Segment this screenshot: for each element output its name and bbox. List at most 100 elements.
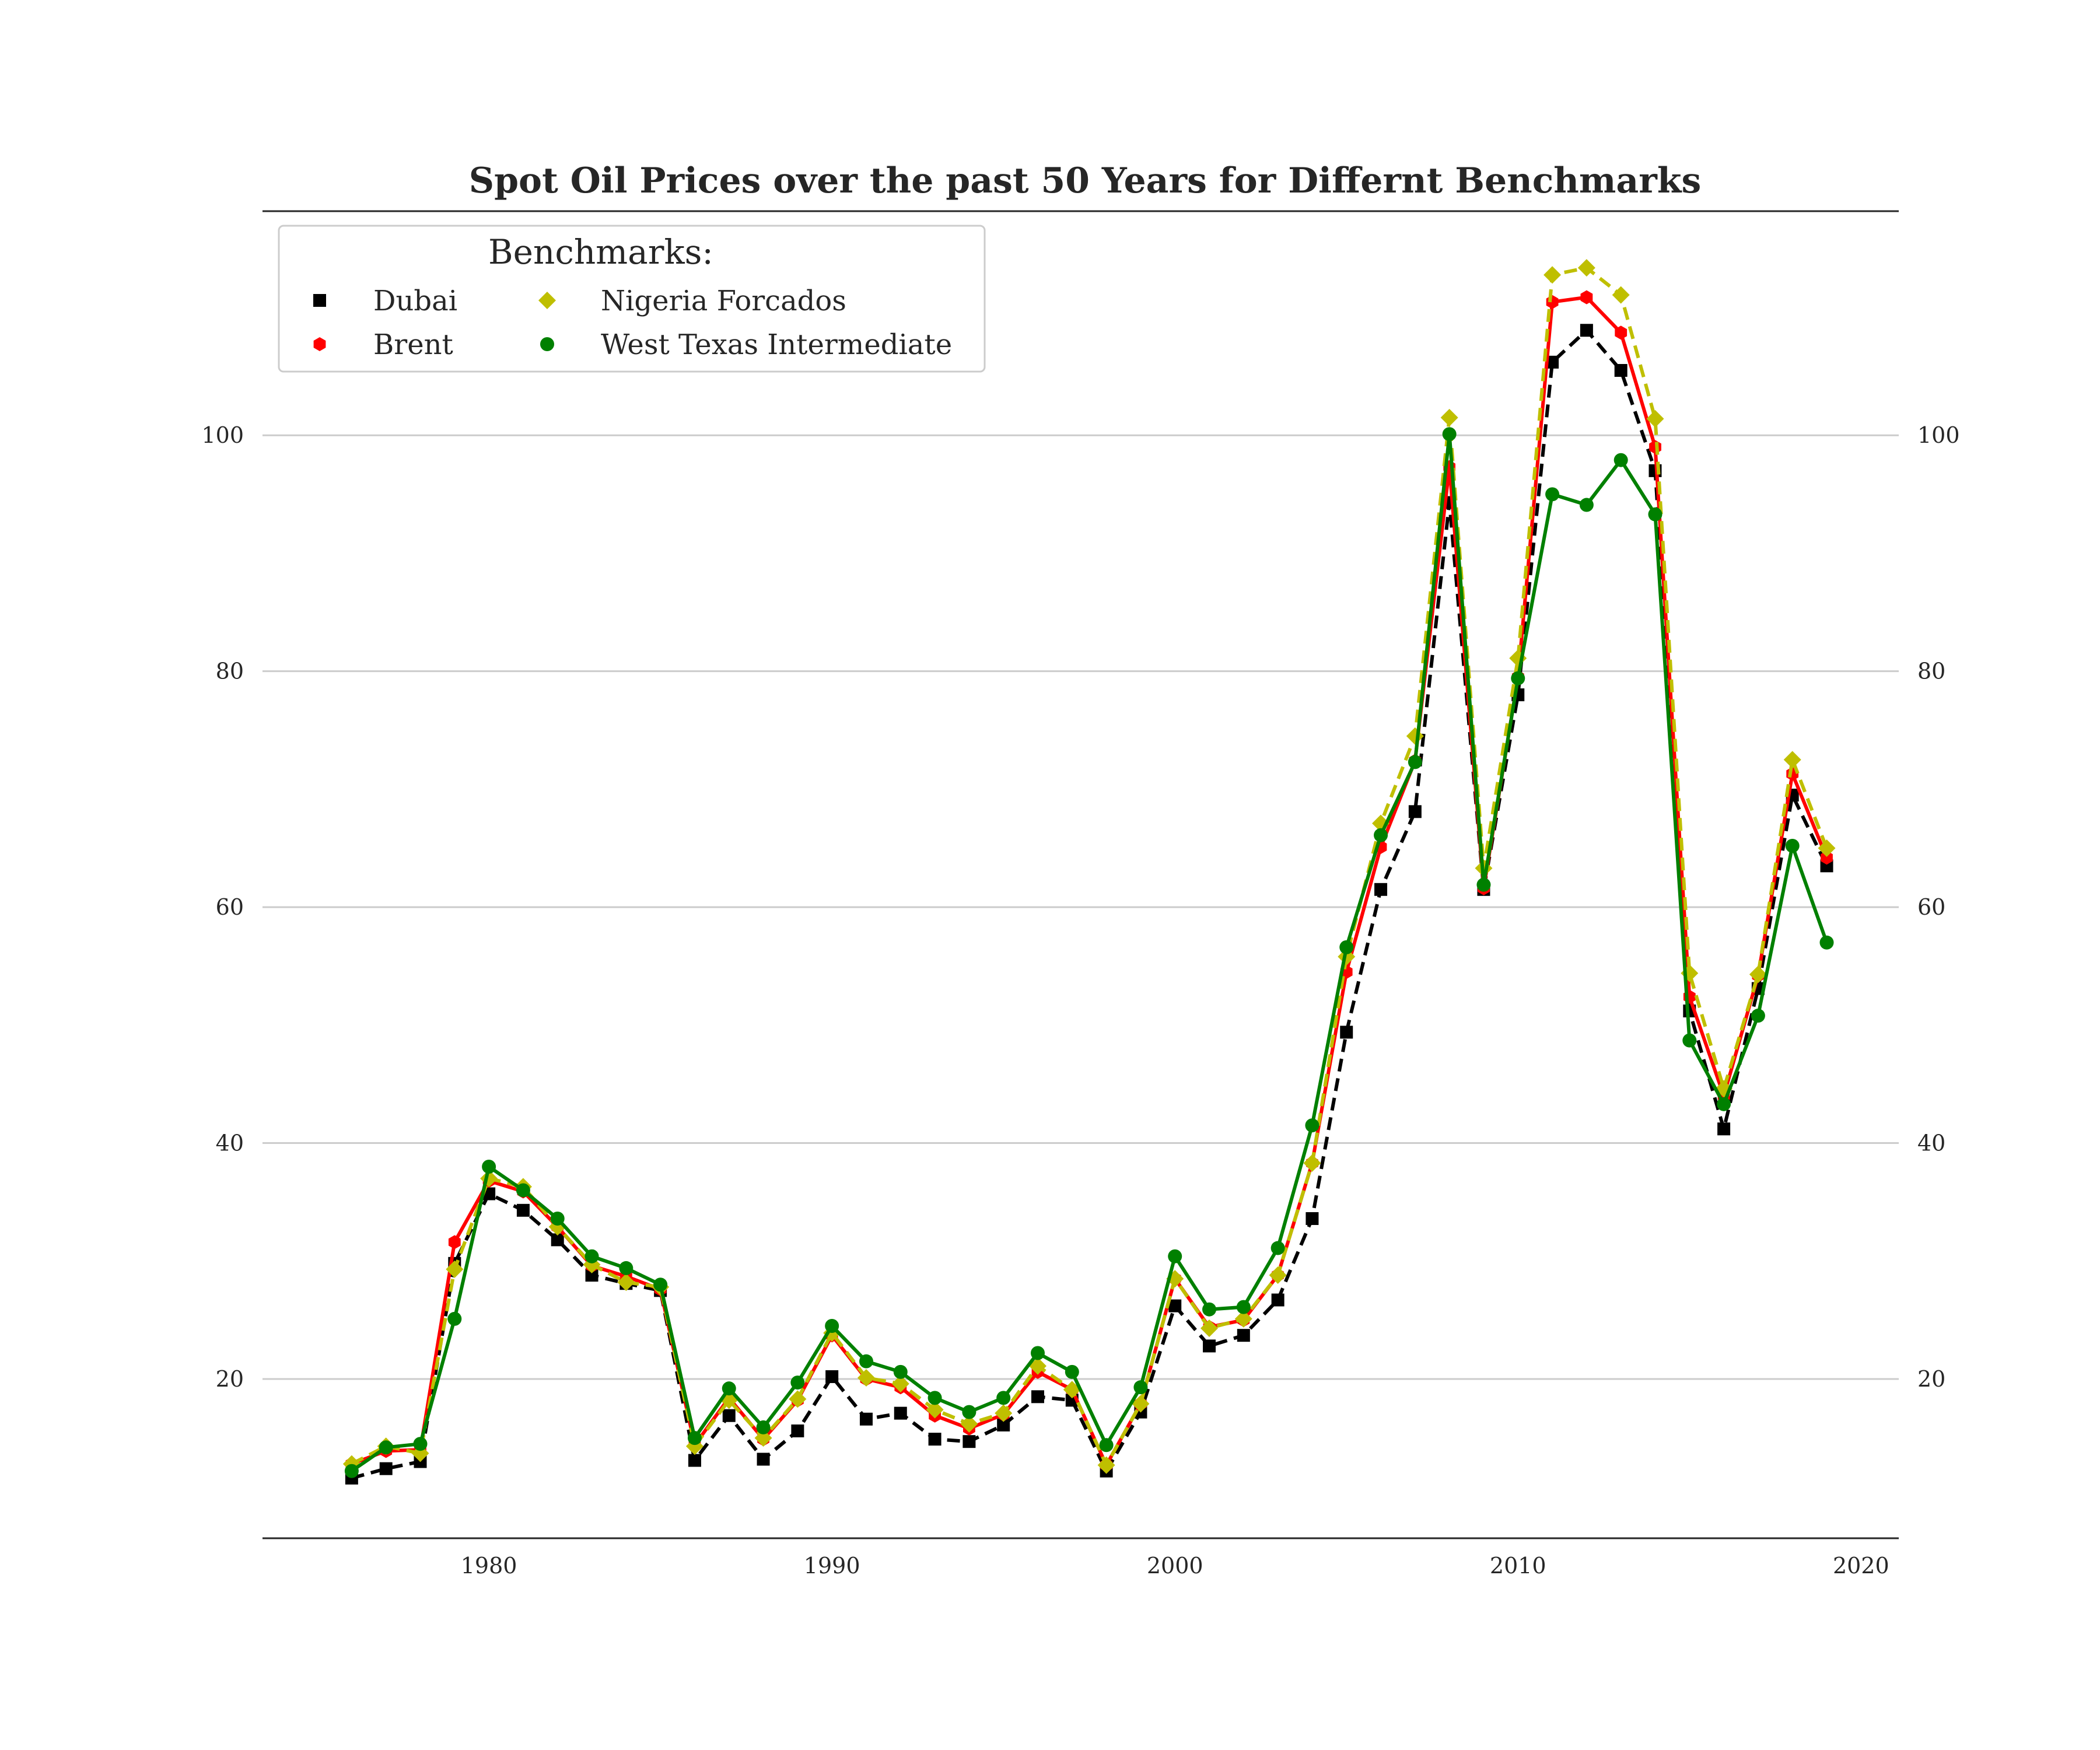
data-point-west-texas-intermediate <box>1339 940 1354 954</box>
data-point-nigeria-forcados <box>1612 286 1630 304</box>
data-point-nigeria-forcados <box>789 1390 807 1408</box>
series-line-nigeria-forcados <box>351 266 1829 1467</box>
data-point-west-texas-intermediate <box>1545 487 1560 502</box>
data-point-brent <box>448 1235 461 1250</box>
y-tick-label: 80 <box>216 659 244 684</box>
data-point-west-texas-intermediate <box>550 1211 565 1226</box>
data-point-west-texas-intermediate <box>482 1160 496 1174</box>
data-point-west-texas-intermediate <box>1030 1346 1045 1360</box>
series-nigeria-forcados <box>342 259 1836 1474</box>
data-point-brent <box>1615 326 1628 340</box>
legend-marker-west-texas-intermediate <box>540 337 554 351</box>
data-point-west-texas-intermediate <box>1717 1097 1731 1111</box>
data-point-west-texas-intermediate <box>1202 1302 1217 1317</box>
x-tick-labels: 1980 1990 2000 2010 2020 <box>461 1553 1889 1578</box>
data-point-dubai <box>825 1370 839 1383</box>
legend-title: Benchmarks: <box>488 232 713 272</box>
data-point-west-texas-intermediate <box>379 1440 393 1455</box>
data-point-west-texas-intermediate <box>1065 1364 1079 1379</box>
data-point-west-texas-intermediate <box>584 1249 599 1264</box>
data-point-west-texas-intermediate <box>825 1319 839 1333</box>
data-point-nigeria-forcados <box>1440 408 1458 426</box>
legend: Benchmarks: Dubai Nigeria Forcados Brent We… <box>278 225 986 373</box>
data-point-west-texas-intermediate <box>1374 828 1388 842</box>
data-point-dubai <box>1271 1293 1284 1307</box>
data-point-dubai <box>1203 1339 1216 1353</box>
data-point-west-texas-intermediate <box>962 1405 977 1419</box>
data-point-west-texas-intermediate <box>1442 427 1457 442</box>
series-dubai <box>345 324 1833 1485</box>
data-point-dubai <box>859 1412 873 1426</box>
data-point-west-texas-intermediate <box>790 1376 805 1390</box>
y-tick-label-right: 40 <box>1917 1130 1945 1156</box>
data-point-nigeria-forcados <box>891 1375 909 1393</box>
y-tick-label-right: 100 <box>1917 422 1960 448</box>
data-point-dubai <box>1031 1390 1044 1404</box>
data-point-dubai <box>585 1269 598 1282</box>
data-point-west-texas-intermediate <box>1579 498 1594 512</box>
data-point-nigeria-forcados <box>960 1415 978 1433</box>
y-tick-label-right: 60 <box>1917 894 1945 920</box>
data-point-dubai <box>928 1433 942 1446</box>
data-point-west-texas-intermediate <box>1099 1438 1114 1452</box>
data-point-west-texas-intermediate <box>413 1437 428 1451</box>
data-point-dubai <box>1614 364 1628 377</box>
y-tick-labels-right: 20 40 60 80 100 <box>1917 422 1960 1392</box>
y-tick-label: 60 <box>216 894 244 920</box>
series-west-texas-intermediate <box>344 427 1834 1478</box>
data-point-west-texas-intermediate <box>1682 1033 1697 1048</box>
data-point-nigeria-forcados <box>1646 410 1664 428</box>
data-point-west-texas-intermediate <box>928 1391 942 1405</box>
y-tick-label: 20 <box>216 1366 244 1392</box>
data-point-west-texas-intermediate <box>1133 1380 1148 1395</box>
data-point-nigeria-forcados <box>1269 1266 1287 1284</box>
data-point-nigeria-forcados <box>995 1404 1013 1422</box>
data-point-dubai <box>1237 1329 1250 1342</box>
data-point-nigeria-forcados <box>926 1401 944 1419</box>
y-tick-label: 100 <box>201 422 244 448</box>
data-point-west-texas-intermediate <box>447 1311 462 1326</box>
legend-label-brent: Brent <box>373 328 453 361</box>
chart-title: Spot Oil Prices over the past 50 Years f… <box>469 160 1701 201</box>
data-point-dubai <box>688 1454 701 1467</box>
data-point-west-texas-intermediate <box>1751 1009 1765 1023</box>
data-point-nigeria-forcados <box>1097 1456 1115 1474</box>
data-point-dubai <box>997 1418 1010 1432</box>
data-point-nigeria-forcados <box>617 1273 635 1292</box>
x-tick-label: 2020 <box>1833 1553 1889 1578</box>
data-point-west-texas-intermediate <box>1819 935 1834 950</box>
data-point-nigeria-forcados <box>1577 259 1595 277</box>
data-point-dubai <box>757 1452 770 1466</box>
data-point-west-texas-intermediate <box>1511 671 1525 685</box>
data-point-west-texas-intermediate <box>344 1464 359 1478</box>
data-point-west-texas-intermediate <box>516 1183 530 1198</box>
data-point-dubai <box>1546 355 1559 369</box>
y-tick-label-right: 20 <box>1917 1366 1945 1392</box>
y-tick-label: 40 <box>216 1130 244 1156</box>
axes <box>262 210 1899 1539</box>
data-point-west-texas-intermediate <box>1305 1118 1320 1133</box>
plot-area <box>342 259 1836 1485</box>
data-point-dubai <box>1717 1122 1731 1136</box>
data-point-nigeria-forcados <box>857 1368 875 1387</box>
series-line-dubai <box>351 328 1829 1480</box>
data-point-west-texas-intermediate <box>996 1391 1011 1405</box>
data-point-dubai <box>1340 1026 1353 1039</box>
data-point-nigeria-forcados <box>1783 751 1801 769</box>
data-point-dubai <box>379 1462 393 1475</box>
data-point-nigeria-forcados <box>1818 839 1836 857</box>
data-point-west-texas-intermediate <box>1236 1300 1251 1314</box>
data-point-dubai <box>1580 324 1593 337</box>
y-gridlines <box>262 434 1899 1380</box>
data-point-nigeria-forcados <box>754 1429 772 1447</box>
data-point-dubai <box>963 1435 976 1448</box>
legend-marker-dubai <box>313 294 326 307</box>
data-point-nigeria-forcados <box>1749 965 1767 984</box>
data-point-west-texas-intermediate <box>653 1278 668 1292</box>
data-point-dubai <box>791 1424 804 1437</box>
data-point-dubai <box>1374 883 1388 896</box>
legend-label-west-texas-intermediate: West Texas Intermediate <box>601 328 952 361</box>
data-point-dubai <box>1168 1299 1182 1312</box>
x-tick-label: 2010 <box>1490 1553 1546 1578</box>
data-point-west-texas-intermediate <box>756 1420 771 1434</box>
